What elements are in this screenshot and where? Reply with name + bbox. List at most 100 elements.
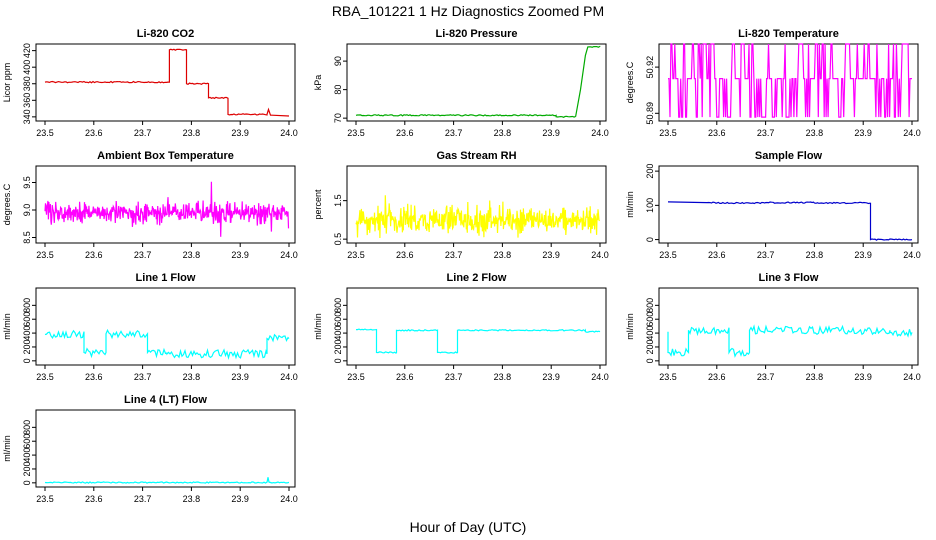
y-tick-label: 200 <box>645 164 655 179</box>
y-tick-label: 200 <box>22 339 32 354</box>
x-tick-label: 23.5 <box>347 250 365 260</box>
x-tick-label: 23.9 <box>231 250 249 260</box>
x-tick-label: 23.6 <box>708 128 726 138</box>
series-line <box>667 324 913 358</box>
y-tick-label: 340 <box>22 109 32 124</box>
x-tick-label: 23.6 <box>708 372 726 382</box>
y-axis-label: ml/min <box>625 191 635 218</box>
chart-panel-3: Li-820 Temperature 23.5 23.6 23.7 23.8 23.9 24… <box>625 28 921 138</box>
x-tick-label: 23.9 <box>231 372 249 382</box>
x-tick-label: 23.6 <box>85 372 103 382</box>
panel-title: Line 1 Flow <box>136 272 196 284</box>
x-tick-label: 23.6 <box>85 494 103 504</box>
x-tick-label: 23.9 <box>231 494 249 504</box>
series-line <box>356 328 601 354</box>
figure-xlabel: Hour of Day (UTC) <box>410 519 527 535</box>
y-axis-label: kPa <box>313 75 323 91</box>
x-tick-label: 23.8 <box>183 372 201 382</box>
x-tick-label: 24.0 <box>903 128 921 138</box>
x-tick-label: 23.5 <box>36 250 54 260</box>
x-tick-label: 24.0 <box>903 250 921 260</box>
x-tick-label: 24.0 <box>280 372 298 382</box>
x-tick-label: 23.9 <box>231 128 249 138</box>
panel-frame <box>658 43 919 122</box>
y-tick-label: 8.5 <box>22 231 32 244</box>
x-tick-label: 23.9 <box>854 250 872 260</box>
panel-frame <box>35 409 296 488</box>
y-tick-label: 200 <box>645 339 655 354</box>
y-tick-label: 100 <box>645 198 655 213</box>
x-tick-label: 23.8 <box>183 250 201 260</box>
x-tick-label: 23.9 <box>542 128 560 138</box>
y-tick-label: 0 <box>645 358 655 363</box>
figure-title: RBA_101221 1 Hz Diagnostics Zoomed PM <box>332 3 604 19</box>
panel-title: Li-820 Pressure <box>436 28 518 40</box>
x-tick-label: 23.7 <box>757 128 775 138</box>
panel-title: Line 2 Flow <box>447 272 507 284</box>
chart-panel-2: Li-820 Pressure 23.5 23.6 23.7 23.8 23.9 24.0 7… <box>313 28 609 138</box>
chart-panel-7: Line 1 Flow 23.5 23.6 23.7 23.8 23.9 24.0 0 2004… <box>2 272 298 382</box>
x-tick-label: 24.0 <box>591 372 609 382</box>
y-tick-label: 400 <box>333 326 343 341</box>
panel-frame <box>346 287 607 366</box>
y-tick-label: 600 <box>22 312 32 327</box>
series-line <box>44 181 290 237</box>
y-tick-label: 90 <box>333 56 343 66</box>
x-tick-label: 23.6 <box>396 128 414 138</box>
y-tick-label: 80 <box>333 85 343 95</box>
x-tick-label: 23.7 <box>445 372 463 382</box>
x-tick-label: 23.5 <box>659 250 677 260</box>
chart-panel-10: Line 4 (LT) Flow 23.5 23.6 23.7 23.8 23.9 24.0… <box>2 394 298 504</box>
panels-group: Li-820 CO2 23.5 23.6 23.7 23.8 23.9 24.0 340360… <box>2 28 921 504</box>
y-tick-label: 0 <box>22 480 32 485</box>
x-tick-label: 23.9 <box>542 372 560 382</box>
panel-frame <box>35 43 296 122</box>
y-tick-label: 400 <box>22 326 32 341</box>
y-tick-label: 200 <box>333 339 343 354</box>
series-line <box>355 195 601 239</box>
y-tick-label: 0 <box>22 358 32 363</box>
panel-title: Sample Flow <box>755 150 823 162</box>
x-tick-label: 23.8 <box>806 250 824 260</box>
y-tick-label: 0.5 <box>333 233 343 246</box>
panel-frame <box>346 165 607 244</box>
y-tick-label: 800 <box>333 298 343 313</box>
x-tick-label: 24.0 <box>591 128 609 138</box>
y-tick-label: 420 <box>22 43 32 58</box>
panel-title: Li-820 Temperature <box>738 28 839 40</box>
y-axis-label: ml/min <box>313 313 323 340</box>
panel-title: Ambient Box Temperature <box>97 150 234 162</box>
y-axis-label: ml/min <box>2 435 12 462</box>
y-tick-label: 1.5 <box>333 194 343 207</box>
x-tick-label: 24.0 <box>280 494 298 504</box>
y-axis-label: ml/min <box>2 313 12 340</box>
y-tick-label: 200 <box>22 461 32 476</box>
x-tick-label: 23.5 <box>36 372 54 382</box>
x-tick-label: 23.8 <box>183 128 201 138</box>
panel-frame <box>658 165 919 244</box>
y-axis-label: percent <box>313 189 323 220</box>
panel-title: Line 3 Flow <box>759 272 819 284</box>
panel-frame <box>658 287 919 366</box>
x-tick-label: 23.9 <box>854 128 872 138</box>
y-tick-label: 0 <box>333 358 343 363</box>
y-tick-label: 400 <box>22 448 32 463</box>
chart-panel-4: Ambient Box Temperature 23.5 23.6 23.7 23.8 2… <box>2 150 298 260</box>
x-tick-label: 23.7 <box>134 494 152 504</box>
x-tick-label: 23.8 <box>806 128 824 138</box>
x-tick-label: 23.8 <box>494 128 512 138</box>
x-tick-label: 24.0 <box>591 250 609 260</box>
x-tick-label: 24.0 <box>903 372 921 382</box>
y-tick-label: 9.0 <box>22 204 32 217</box>
panel-frame <box>35 287 296 366</box>
x-tick-label: 23.5 <box>659 128 677 138</box>
y-tick-label: 800 <box>22 420 32 435</box>
x-tick-label: 23.7 <box>134 128 152 138</box>
y-tick-label: 360 <box>22 93 32 108</box>
x-tick-label: 24.0 <box>280 250 298 260</box>
panel-title: Line 4 (LT) Flow <box>124 394 207 406</box>
x-tick-label: 23.7 <box>757 250 775 260</box>
chart-panel-9: Line 3 Flow 23.5 23.6 23.7 23.8 23.9 24.0 0 2004… <box>625 272 921 382</box>
x-tick-label: 23.7 <box>134 250 152 260</box>
